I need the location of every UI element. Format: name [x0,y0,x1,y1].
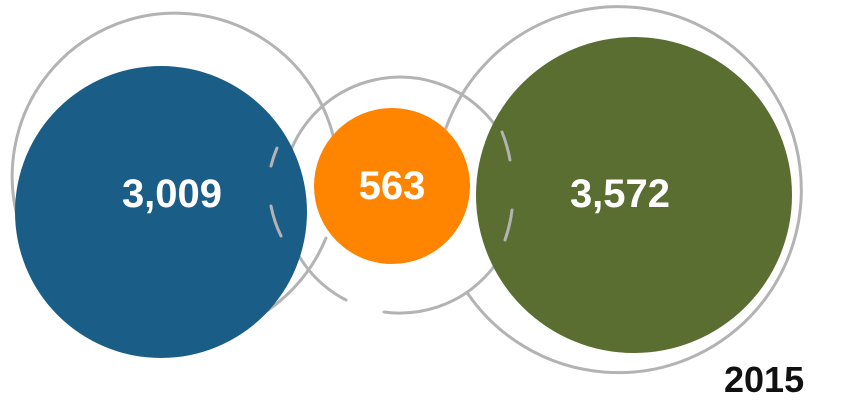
middle-value-label: 563 [359,164,426,208]
middle-value-circle [314,108,470,264]
right-value-label: 3,572 [570,172,670,216]
right-inner-arc-lower [503,208,514,242]
year-label: 2015 [724,360,805,400]
right-outer-ring [444,5,803,375]
left-inner-arc [269,146,279,168]
left-inner-arc-lower [269,204,283,238]
right-value-circle [476,37,792,353]
right-inner-arc [500,130,512,162]
left-value-circle [15,66,307,358]
left-value-label: 3,009 [122,172,222,216]
